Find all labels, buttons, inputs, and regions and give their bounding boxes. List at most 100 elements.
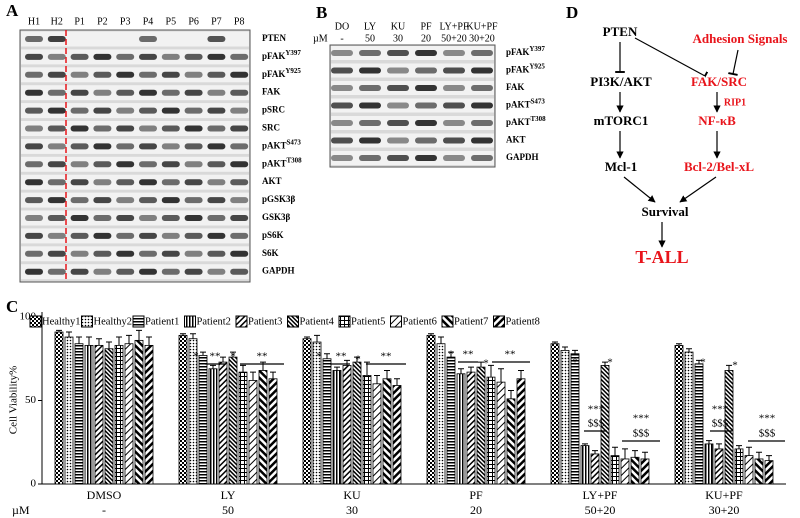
blot-band bbox=[139, 215, 157, 221]
blot-band bbox=[230, 179, 249, 186]
blot-band bbox=[116, 161, 135, 168]
bar bbox=[124, 343, 134, 485]
blot-band bbox=[25, 107, 43, 114]
blot-band bbox=[161, 71, 180, 78]
panel-label: D bbox=[566, 3, 578, 22]
legend-swatch bbox=[132, 315, 145, 328]
pathway-node: T-ALL bbox=[635, 247, 688, 267]
protein-name: S6K bbox=[262, 248, 279, 258]
blot-band bbox=[161, 53, 180, 60]
pathway-node: RIP1 bbox=[724, 97, 746, 108]
protein-name: AKT bbox=[506, 135, 526, 145]
error-bar bbox=[324, 353, 330, 359]
lane-label: P8 bbox=[234, 16, 245, 27]
protein-name: pAKT bbox=[262, 140, 287, 150]
blot-band bbox=[184, 89, 203, 96]
error-bar bbox=[394, 378, 400, 386]
protein-label: pAKTT308 bbox=[262, 156, 302, 168]
blot-band bbox=[47, 161, 66, 168]
blot-band bbox=[230, 161, 249, 168]
blot-band bbox=[359, 155, 381, 161]
blot-strip bbox=[21, 31, 249, 47]
lane-drug: LY bbox=[364, 21, 376, 32]
blot-band bbox=[230, 89, 249, 96]
blot-band bbox=[25, 215, 43, 221]
legend-label: Healthy1 bbox=[42, 316, 81, 327]
bar bbox=[436, 343, 446, 485]
error-bar bbox=[190, 333, 196, 339]
blot-band bbox=[161, 143, 180, 150]
bar bbox=[486, 376, 496, 485]
blot-band bbox=[230, 250, 249, 257]
protein-label: SRC bbox=[262, 123, 280, 133]
error-bar bbox=[716, 443, 722, 449]
protein-name: SRC bbox=[262, 123, 280, 133]
protein-name: pGSK3β bbox=[262, 194, 296, 204]
bar bbox=[228, 356, 238, 485]
significance-mark: * bbox=[700, 357, 706, 369]
blot-band bbox=[230, 268, 249, 275]
error-bar bbox=[488, 364, 494, 378]
significance-mark: $$$ bbox=[588, 418, 605, 430]
blot-band bbox=[47, 179, 66, 186]
protein-name: pFAK bbox=[262, 51, 285, 61]
blot-band bbox=[230, 197, 249, 204]
blot-band bbox=[93, 197, 112, 204]
legend-swatch bbox=[184, 315, 196, 328]
blot-strip bbox=[21, 192, 249, 208]
x-tick-label: KU+PF bbox=[705, 488, 743, 502]
blot-band bbox=[25, 143, 43, 150]
legend-label: Patient1 bbox=[145, 316, 179, 327]
bar bbox=[64, 336, 74, 485]
blot-band bbox=[184, 268, 203, 275]
significance-mark: * bbox=[732, 360, 738, 372]
lane-dose: 30 bbox=[393, 33, 403, 44]
protein-superscript: S473 bbox=[531, 97, 546, 105]
blot-band bbox=[93, 232, 112, 239]
error-bar bbox=[592, 450, 598, 454]
blot-band bbox=[415, 67, 437, 74]
blot-band bbox=[207, 250, 226, 257]
error-bar bbox=[478, 361, 484, 368]
error-bar bbox=[260, 361, 266, 371]
error-bar bbox=[552, 341, 558, 344]
blot-band bbox=[93, 268, 112, 275]
protein-name: GAPDH bbox=[506, 152, 539, 162]
blot-strip bbox=[331, 81, 494, 95]
protein-label: pSRC bbox=[262, 105, 285, 115]
y-tick-label: 0 bbox=[31, 478, 37, 490]
bar bbox=[630, 456, 640, 485]
blot-band bbox=[161, 107, 180, 114]
lane-label: P4 bbox=[143, 16, 154, 27]
significance-mark: * bbox=[355, 354, 361, 366]
blot-band bbox=[331, 155, 353, 161]
protein-name: pFAK bbox=[506, 65, 529, 75]
bar bbox=[268, 378, 278, 485]
legend-label: Patient5 bbox=[351, 316, 385, 327]
legend-swatch bbox=[287, 315, 299, 328]
error-bar bbox=[612, 446, 618, 456]
significance-mark: *** bbox=[588, 404, 605, 416]
lane-label: P3 bbox=[120, 16, 131, 27]
x-tick-label: LY bbox=[221, 488, 236, 502]
bar bbox=[198, 355, 208, 485]
blot-band bbox=[184, 232, 203, 239]
significance-mark: * bbox=[193, 351, 199, 363]
blot-band bbox=[443, 102, 465, 109]
dose-label: 30+20 bbox=[709, 503, 740, 517]
bar bbox=[674, 344, 684, 485]
blot-band bbox=[359, 67, 381, 74]
blot-band bbox=[230, 71, 249, 78]
protein-name: GSK3β bbox=[262, 212, 291, 222]
legend-swatch bbox=[441, 315, 454, 328]
protein-label: GAPDH bbox=[262, 266, 295, 276]
blot-band bbox=[230, 107, 249, 114]
blot-band bbox=[184, 53, 203, 60]
bar bbox=[744, 455, 754, 485]
error-bar bbox=[86, 336, 92, 346]
error-bar bbox=[696, 359, 702, 364]
protein-name: pFAK bbox=[262, 69, 285, 79]
bar bbox=[754, 458, 764, 485]
y-axis-label: Cell Viability% bbox=[8, 366, 20, 435]
error-bar bbox=[622, 448, 628, 459]
